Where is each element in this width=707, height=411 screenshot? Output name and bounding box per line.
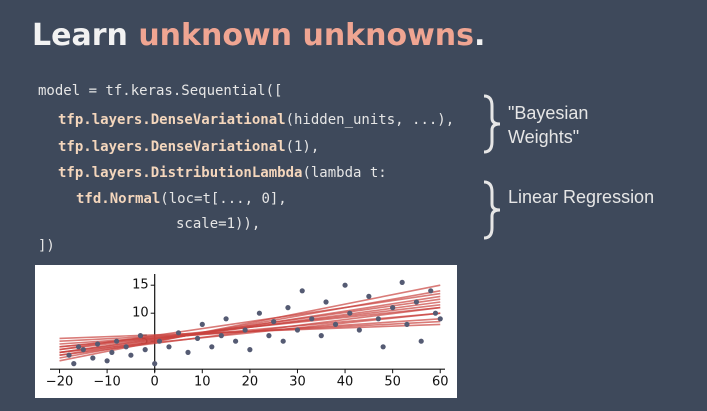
data-point (166, 344, 172, 350)
data-point (199, 321, 205, 327)
data-point (90, 355, 96, 361)
data-point (404, 321, 410, 327)
data-point (218, 333, 224, 339)
data-point (209, 344, 215, 350)
y-tick-label: 15 (132, 278, 149, 293)
data-point (380, 344, 386, 350)
data-point (233, 338, 239, 344)
title-accent: unknown unknowns (138, 18, 474, 53)
code-line: ]) (38, 238, 55, 254)
data-point (285, 305, 291, 311)
regression-line (59, 306, 441, 348)
y-tick-label: 10 (132, 306, 149, 321)
data-point (175, 330, 182, 336)
data-point (247, 347, 253, 353)
x-tick-label: 50 (384, 375, 401, 390)
data-point (271, 319, 277, 325)
code-block: model = tf.keras.Sequential([ tfp.layers.… (38, 83, 454, 254)
data-point (223, 316, 229, 322)
data-point (437, 316, 443, 322)
data-point (399, 279, 405, 285)
data-point (194, 335, 201, 341)
data-point (390, 305, 396, 311)
data-point (114, 338, 120, 344)
annotation: "Bayesian (508, 103, 588, 123)
data-point (428, 288, 434, 294)
code-keyword: tfp.layers.DenseVariational (58, 112, 286, 128)
data-point (299, 288, 305, 294)
data-point (94, 341, 101, 347)
x-tick-label: 10 (194, 375, 211, 390)
regression-line (59, 323, 441, 340)
code-line: tfp.layers.DistributionLambda(lambda t: (58, 165, 387, 181)
code-keyword: tfd.Normal (76, 191, 160, 207)
code-line: tfp.layers.DenseVariational(1), (58, 139, 319, 155)
data-point (418, 338, 424, 344)
data-point (280, 338, 286, 344)
code-text: (lambda t: (302, 165, 386, 181)
data-point (332, 321, 339, 327)
x-tick-label: 0 (151, 375, 159, 390)
brace (483, 94, 501, 154)
data-point (152, 361, 158, 367)
code-text: (hidden_units, ...), (286, 112, 455, 128)
data-point (75, 344, 82, 350)
data-point (432, 310, 439, 316)
x-tick-label: −20 (46, 375, 73, 390)
code-line: model = tf.keras.Sequential([ (38, 83, 282, 99)
data-point (256, 310, 262, 316)
code-text: scale=1)), (176, 216, 260, 232)
code-keyword: tfp.layers.DistributionLambda (58, 165, 302, 181)
code-line: tfp.layers.DenseVariational(hidden_units… (58, 112, 454, 128)
data-point (109, 349, 115, 355)
code-text: (loc=t[..., 0], (160, 191, 286, 207)
x-tick-label: 30 (289, 375, 306, 390)
title-part: . (474, 18, 485, 53)
data-point (356, 327, 362, 333)
data-point (137, 333, 144, 339)
slide-title: Learn unknown unknowns. (32, 18, 485, 53)
code-text: (1), (286, 139, 320, 155)
annotation: Linear Regression (508, 187, 654, 207)
data-point (375, 316, 381, 322)
data-point (347, 310, 353, 316)
x-tick-label: 40 (337, 375, 354, 390)
data-point (242, 327, 248, 333)
annotations: "Bayesian Weights" Linear Regression (508, 103, 654, 207)
data-point (366, 293, 372, 299)
annotation: Weights" (508, 127, 579, 147)
data-point (128, 352, 134, 358)
code-line: scale=1)), (176, 216, 260, 232)
data-point (123, 344, 129, 350)
data-point (266, 333, 272, 339)
data-point (71, 361, 77, 367)
data-point (309, 316, 315, 322)
x-tick-label: 60 (432, 375, 449, 390)
data-point (342, 282, 348, 288)
title-part: Learn (32, 18, 138, 53)
x-tick-label: −10 (93, 375, 120, 390)
data-point (185, 349, 191, 355)
data-point (318, 333, 324, 339)
data-point (80, 347, 86, 353)
x-tick-label: 20 (242, 375, 259, 390)
regression-line (59, 284, 441, 362)
brace (483, 180, 501, 240)
code-line: tfd.Normal(loc=t[..., 0], (76, 191, 287, 207)
data-point (294, 327, 301, 333)
data-point (413, 299, 420, 305)
regression-line (59, 298, 441, 354)
code-text: ]) (38, 238, 55, 254)
code-keyword: tfp.layers.DenseVariational (58, 139, 286, 155)
code-text: model = tf.keras.Sequential([ (38, 83, 282, 99)
data-point (104, 358, 110, 364)
data-point (156, 338, 163, 344)
data-point (323, 299, 329, 305)
data-point (142, 347, 148, 353)
data-point (66, 352, 72, 358)
